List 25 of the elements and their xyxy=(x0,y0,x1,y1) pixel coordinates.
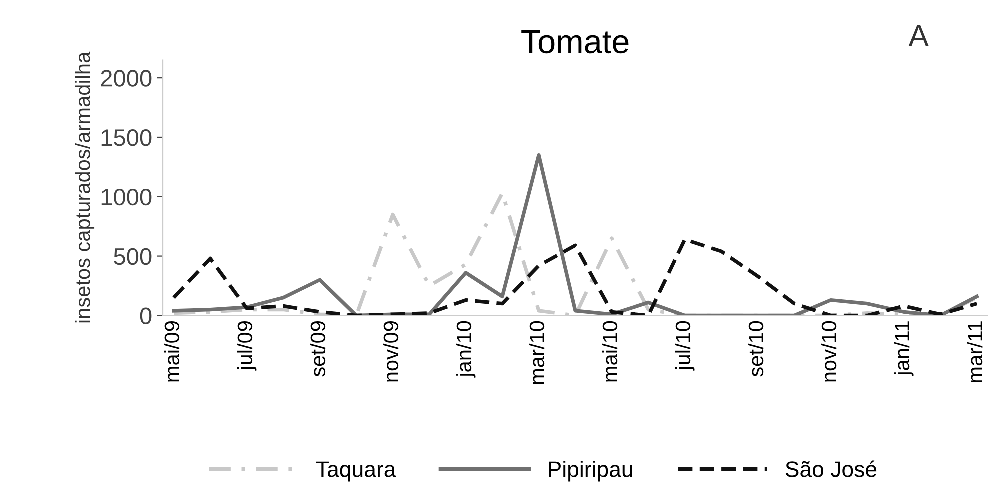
y-tick-label: 2000 xyxy=(101,70,152,87)
y-tick-label: 0 xyxy=(140,308,152,324)
x-tick-label: nov/10 xyxy=(821,321,837,382)
y-tick-label: 1500 xyxy=(102,130,152,146)
x-tick-label: mar/11 xyxy=(967,322,983,382)
legend-label: Taquara xyxy=(316,462,396,482)
x-tick-label: jul/10 xyxy=(675,321,695,371)
x-tick-label: set/10 xyxy=(748,321,764,377)
legend-label: Pipiripau xyxy=(549,461,632,482)
y-tick-label: 1000 xyxy=(102,188,152,206)
x-tick-label: jan/10 xyxy=(456,321,476,378)
y-axis-title: insetos capturados/armadilha xyxy=(75,52,95,323)
text: A xyxy=(908,25,929,46)
x-tick-label: mar/10 xyxy=(529,321,545,384)
x-tick-label: mai/09 xyxy=(164,322,180,382)
chart-title: Tomate xyxy=(522,30,629,54)
line-series xyxy=(172,154,979,316)
x-tick-label: set/09 xyxy=(310,322,326,377)
legend-label: São José xyxy=(786,460,877,478)
y-tick-label: 500 xyxy=(114,248,152,266)
x-tick-label: mai/10 xyxy=(602,321,618,382)
x-tick-label: nov/09 xyxy=(383,322,399,382)
x-tick-label: jul/09 xyxy=(237,322,257,371)
x-tick-label: jan/11 xyxy=(894,322,914,376)
line-series xyxy=(172,238,979,316)
